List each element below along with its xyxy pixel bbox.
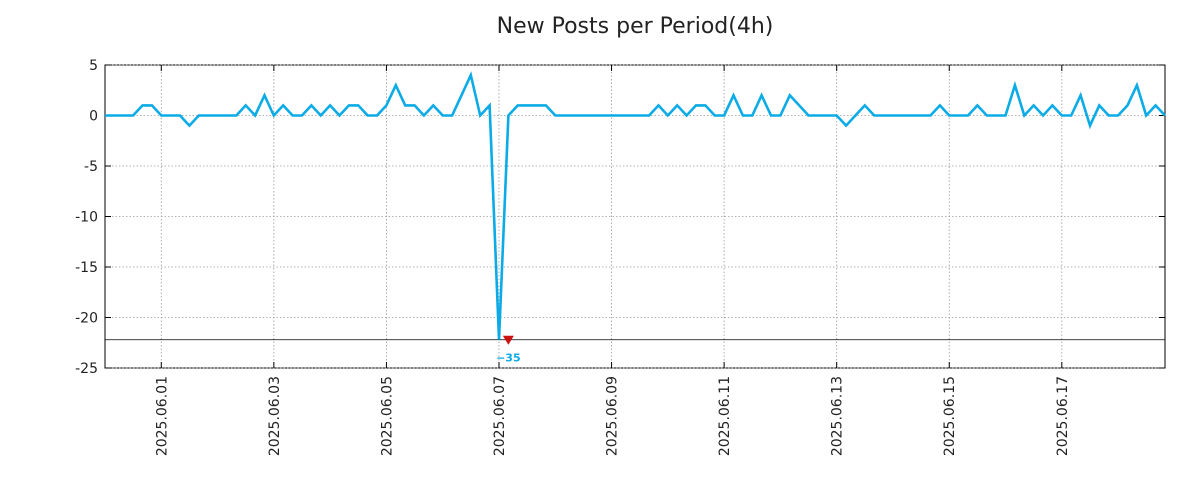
clipped-value-label: −35 xyxy=(496,352,521,365)
y-tick-label: -5 xyxy=(84,159,98,175)
y-tick-label: -25 xyxy=(75,361,98,377)
x-tick-label: 2025.06.01 xyxy=(154,376,170,456)
y-tick-label: -15 xyxy=(75,260,98,276)
x-tick-label: 2025.06.07 xyxy=(492,376,508,456)
series-line xyxy=(105,71,1166,340)
x-tick-label: 2025.06.11 xyxy=(717,376,733,456)
chart-title: New Posts per Period(4h) xyxy=(496,14,774,39)
x-tick-label: 2025.06.03 xyxy=(267,376,283,456)
x-tick-label: 2025.06.17 xyxy=(1055,376,1071,456)
y-tick-label: 0 xyxy=(89,109,98,125)
x-tick-label: 2025.06.15 xyxy=(942,376,958,456)
axes: 5 0 -5 -10 -15 -20 -25 2025.06.01 2025.06.03 2025… xyxy=(75,58,1165,456)
x-tick-label: 2025.06.05 xyxy=(379,376,395,456)
annotation-group: −35 xyxy=(496,335,521,365)
y-tick-label: -20 xyxy=(75,311,98,327)
x-tick-label: 2025.06.09 xyxy=(605,376,621,456)
clipped-value-marker xyxy=(502,335,514,345)
y-tick-label: 5 xyxy=(89,58,98,74)
x-tick-label: 2025.06.13 xyxy=(830,376,846,456)
y-tick-label: -10 xyxy=(75,210,98,226)
